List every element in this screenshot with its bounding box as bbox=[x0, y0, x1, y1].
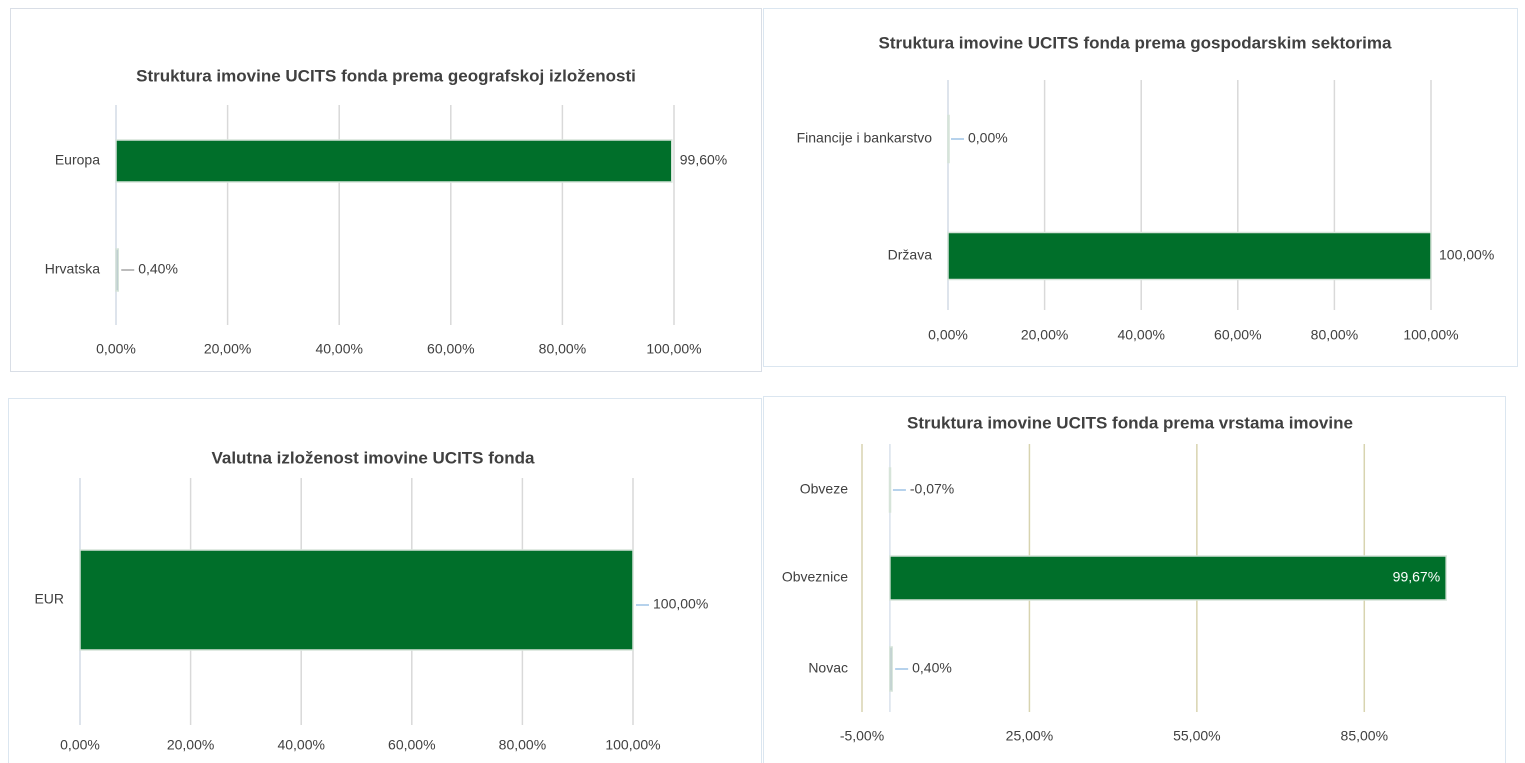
x-tick-label: 85,00% bbox=[1341, 728, 1388, 744]
data-label: 100,00% bbox=[653, 596, 708, 612]
x-tick-label: 55,00% bbox=[1173, 728, 1220, 744]
x-tick-label: 60,00% bbox=[1214, 327, 1261, 343]
x-tick-label: 0,00% bbox=[96, 341, 136, 357]
bar bbox=[947, 114, 950, 164]
x-tick-label: 40,00% bbox=[1117, 327, 1164, 343]
data-label: 0,00% bbox=[968, 130, 1008, 146]
data-label: -0,07% bbox=[910, 481, 954, 497]
x-tick-label: 0,00% bbox=[928, 327, 968, 343]
data-label: 99,67% bbox=[1393, 569, 1440, 585]
y-tick-label: Novac bbox=[808, 660, 848, 676]
x-tick-label: 40,00% bbox=[315, 341, 362, 357]
x-tick-label: 100,00% bbox=[646, 341, 701, 357]
panel bbox=[763, 396, 1506, 763]
data-label: 99,60% bbox=[680, 152, 727, 168]
chart-title: Struktura imovine UCITS fonda prema vrst… bbox=[907, 413, 1353, 432]
y-tick-label: Država bbox=[888, 247, 933, 263]
chart-title: Struktura imovine UCITS fonda prema geog… bbox=[136, 66, 636, 85]
y-tick-label: Obveze bbox=[800, 481, 848, 497]
bar bbox=[889, 646, 893, 692]
bar bbox=[79, 549, 634, 651]
x-tick-label: 60,00% bbox=[388, 737, 435, 753]
bar bbox=[947, 231, 1432, 281]
chart-title: Valutna izloženost imovine UCITS fonda bbox=[211, 448, 535, 467]
x-tick-label: 20,00% bbox=[167, 737, 214, 753]
panel bbox=[763, 8, 1518, 367]
chart-title: Struktura imovine UCITS fonda prema gosp… bbox=[879, 33, 1393, 52]
data-label: 0,40% bbox=[138, 261, 178, 277]
bar bbox=[888, 467, 892, 513]
x-tick-label: 100,00% bbox=[1403, 327, 1458, 343]
y-tick-label: Obveznice bbox=[782, 569, 848, 585]
bar bbox=[889, 555, 1447, 601]
y-tick-label: Financije i bankarstvo bbox=[797, 130, 933, 146]
x-tick-label: 20,00% bbox=[204, 341, 251, 357]
y-tick-label: EUR bbox=[34, 591, 64, 607]
x-tick-label: 80,00% bbox=[1311, 327, 1358, 343]
x-tick-label: 20,00% bbox=[1021, 327, 1068, 343]
bar bbox=[115, 139, 673, 183]
data-label: 0,40% bbox=[912, 660, 952, 676]
x-tick-label: 100,00% bbox=[605, 737, 660, 753]
x-tick-label: 0,00% bbox=[60, 737, 100, 753]
x-tick-label: 40,00% bbox=[277, 737, 324, 753]
panel bbox=[10, 8, 762, 372]
data-label: 100,00% bbox=[1439, 247, 1494, 263]
x-tick-label: 80,00% bbox=[539, 341, 586, 357]
x-tick-label: 80,00% bbox=[499, 737, 546, 753]
x-tick-label: 60,00% bbox=[427, 341, 474, 357]
x-tick-label: 25,00% bbox=[1006, 728, 1053, 744]
y-tick-label: Europa bbox=[55, 152, 100, 168]
x-tick-label: -5,00% bbox=[840, 728, 884, 744]
bar bbox=[115, 248, 119, 292]
y-tick-label: Hrvatska bbox=[45, 261, 100, 277]
panel bbox=[8, 398, 762, 763]
